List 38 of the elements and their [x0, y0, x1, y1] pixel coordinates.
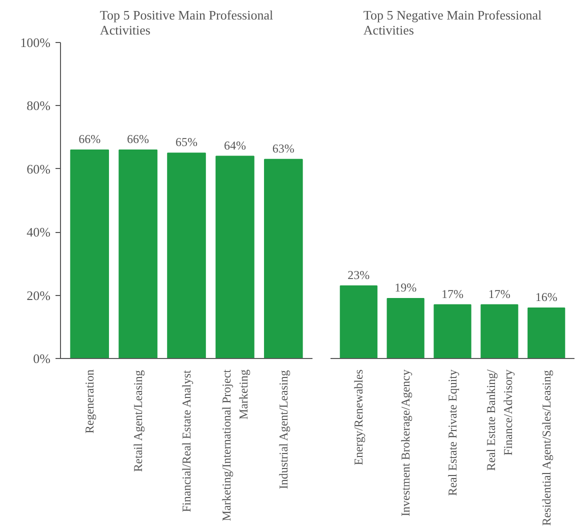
data-label: 66% — [127, 132, 150, 146]
x-tick-label: Regeneration — [82, 369, 97, 434]
y-tick-label: 60% — [26, 161, 51, 176]
x-tick-label: Retail Agent/Leasing — [131, 370, 146, 472]
data-label: 64% — [224, 138, 246, 152]
x-tick-label: Energy/Renewables — [352, 369, 366, 466]
bar — [480, 304, 518, 358]
bar — [340, 285, 378, 358]
bar — [386, 298, 424, 358]
data-label: 17% — [488, 286, 510, 301]
data-label: 63% — [272, 141, 294, 156]
data-label: 65% — [176, 135, 198, 150]
x-tick-label: Residential Agent/Sales/Leasing — [539, 370, 554, 526]
y-tick-label: 80% — [26, 98, 51, 114]
x-tick-label: Marketing/International Project Marketing — [220, 368, 250, 522]
data-label: 23% — [348, 268, 370, 282]
chart-title: Top 5 Positive Main Professional Activities — [100, 8, 274, 38]
x-tick-label: Real Estate Banking/ Finance/Advisory — [484, 368, 515, 471]
y-tick-label: 100% — [20, 35, 51, 50]
y-tick-label: 40% — [26, 224, 51, 240]
bar — [70, 149, 109, 358]
data-label: 17% — [442, 286, 464, 301]
bar — [528, 307, 566, 358]
x-tick-label: Industrial Agent/Leasing — [276, 370, 290, 490]
x-tick-label: Investment Brokerage/Agency — [398, 369, 413, 516]
y-tick-label: 20% — [26, 288, 51, 303]
x-tick-label: Financial/Real Estate Analyst — [180, 369, 194, 512]
bar — [167, 152, 206, 358]
y-tick-label: 0% — [33, 351, 51, 366]
data-label: 19% — [394, 280, 417, 294]
bar — [216, 156, 254, 358]
data-label: 66% — [78, 132, 101, 146]
x-tick-label: Real Estate Private Equity — [446, 369, 460, 496]
bar — [264, 158, 303, 358]
bar — [434, 304, 472, 358]
data-label: 16% — [535, 290, 558, 304]
bar — [118, 149, 158, 358]
chart-title: Top 5 Negative Main Professional Activities — [363, 8, 542, 38]
